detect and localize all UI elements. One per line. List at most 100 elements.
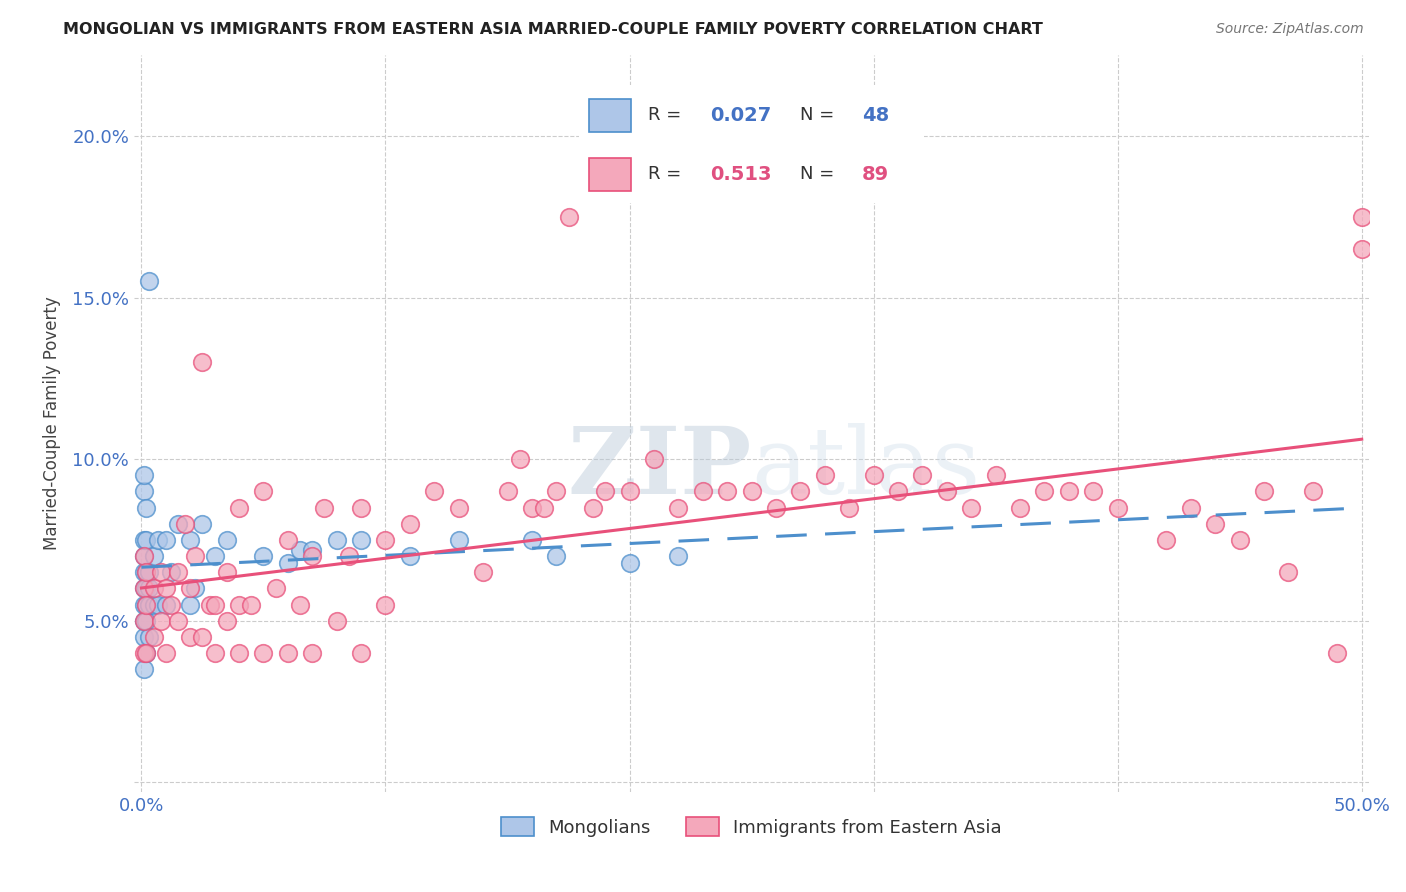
Point [204,598,226,612]
Point [533,500,555,515]
Point [138,582,160,596]
Point [911,468,934,483]
Point [132,565,155,579]
Y-axis label: Married-Couple Family Poverty: Married-Couple Family Poverty [44,297,60,550]
Point [132,533,155,547]
Point [135,614,157,628]
Point [252,484,274,499]
Point [1107,500,1129,515]
Point [215,565,238,579]
Point [135,533,157,547]
Point [142,582,165,596]
Point [301,646,323,660]
Point [155,533,177,547]
Point [264,582,287,596]
Point [167,565,190,579]
Point [984,468,1007,483]
Point [204,549,226,563]
Point [1057,484,1080,499]
Point [215,614,238,628]
Point [135,565,157,579]
Point [228,598,250,612]
Point [132,662,155,676]
Point [277,556,299,570]
Point [240,598,263,612]
Point [520,533,543,547]
Point [1033,484,1056,499]
Point [814,468,837,483]
Point [643,452,665,467]
Point [277,533,299,547]
Point [1229,533,1251,547]
Point [155,598,177,612]
Point [277,646,299,660]
Point [1180,500,1202,515]
Point [132,582,155,596]
Point [374,533,396,547]
Point [135,598,157,612]
Point [155,582,177,596]
Point [1326,646,1348,660]
Point [179,630,201,644]
Point [132,582,155,596]
Point [149,614,172,628]
Point [135,582,157,596]
Point [741,484,763,499]
Point [148,533,170,547]
Point [191,630,214,644]
Text: Source: ZipAtlas.com: Source: ZipAtlas.com [1216,22,1364,37]
Point [374,598,396,612]
Point [1350,242,1372,256]
Point [135,565,157,579]
Point [215,533,238,547]
Point [132,630,155,644]
Point [228,646,250,660]
Point [619,556,641,570]
Point [179,582,201,596]
Point [132,614,155,628]
Point [198,598,221,612]
Text: atlas: atlas [752,423,981,513]
Point [184,549,207,563]
Text: MONGOLIAN VS IMMIGRANTS FROM EASTERN ASIA MARRIED-COUPLE FAMILY POVERTY CORRELAT: MONGOLIAN VS IMMIGRANTS FROM EASTERN ASI… [63,22,1043,37]
Point [350,533,373,547]
Point [765,500,787,515]
Point [399,516,422,531]
Point [301,542,323,557]
Point [135,646,157,660]
Point [252,549,274,563]
Point [132,549,155,563]
Point [174,516,197,531]
Point [132,598,155,612]
Point [582,500,605,515]
Point [132,614,155,628]
Point [191,355,214,369]
Point [132,549,155,563]
Point [593,484,616,499]
Point [301,549,323,563]
Text: ZIP: ZIP [567,423,752,513]
Point [288,542,311,557]
Point [191,516,214,531]
Point [228,500,250,515]
Point [716,484,738,499]
Point [138,598,160,612]
Point [447,533,470,547]
Point [148,598,170,612]
Point [447,500,470,515]
Point [1008,500,1031,515]
Point [520,500,543,515]
Point [960,500,983,515]
Point [557,210,579,224]
Point [546,549,568,563]
Point [838,500,860,515]
Point [179,598,201,612]
Point [314,500,336,515]
Point [423,484,446,499]
Point [135,598,157,612]
Point [350,500,373,515]
Point [1253,484,1275,499]
Point [1277,565,1299,579]
Point [167,516,190,531]
Point [138,565,160,579]
